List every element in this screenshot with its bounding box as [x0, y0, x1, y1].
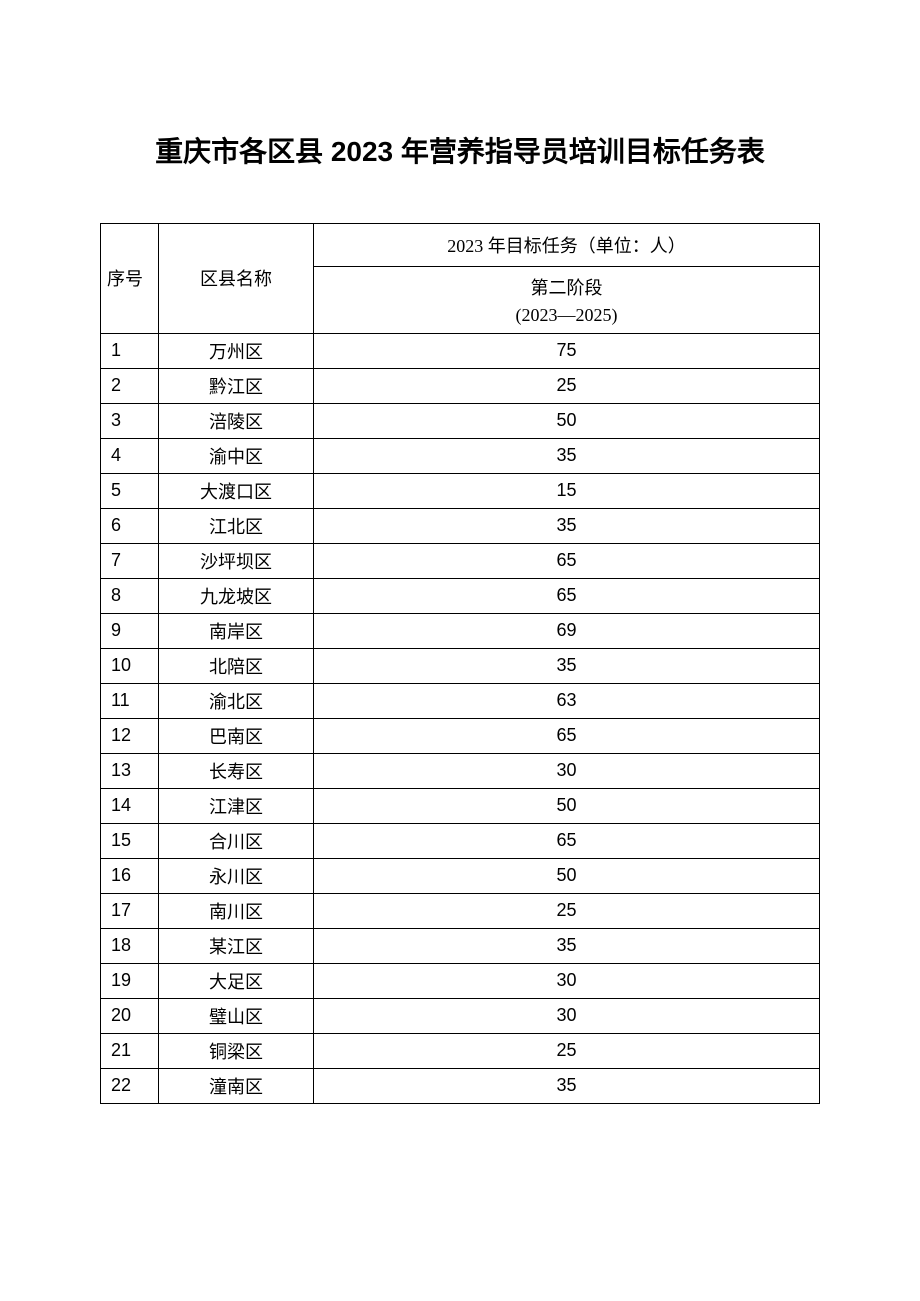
cell-name: 永川区 [159, 858, 314, 893]
table-row: 12巴南区65 [101, 718, 820, 753]
cell-name: 涪陵区 [159, 403, 314, 438]
cell-value: 35 [314, 438, 820, 473]
cell-value: 65 [314, 718, 820, 753]
cell-name: 南岸区 [159, 613, 314, 648]
cell-name: 长寿区 [159, 753, 314, 788]
cell-name: 铜梁区 [159, 1033, 314, 1068]
cell-name: 渝中区 [159, 438, 314, 473]
cell-seq: 9 [101, 613, 159, 648]
cell-seq: 17 [101, 893, 159, 928]
cell-seq: 1 [101, 333, 159, 368]
cell-seq: 15 [101, 823, 159, 858]
cell-seq: 16 [101, 858, 159, 893]
table-row: 15合川区65 [101, 823, 820, 858]
cell-name: 万州区 [159, 333, 314, 368]
header-phase-line2: (2023—2025) [516, 305, 618, 325]
cell-name: 北陪区 [159, 648, 314, 683]
cell-seq: 12 [101, 718, 159, 753]
header-phase: 第二阶段 (2023—2025) [314, 266, 820, 333]
cell-seq: 2 [101, 368, 159, 403]
cell-name: 渝北区 [159, 683, 314, 718]
header-task: 2023 年目标任务（单位：人） [314, 223, 820, 266]
header-name: 区县名称 [159, 223, 314, 333]
cell-name: 合川区 [159, 823, 314, 858]
cell-seq: 7 [101, 543, 159, 578]
table-row: 6江北区35 [101, 508, 820, 543]
cell-value: 35 [314, 1068, 820, 1103]
cell-value: 25 [314, 368, 820, 403]
cell-value: 65 [314, 543, 820, 578]
cell-value: 35 [314, 508, 820, 543]
cell-seq: 3 [101, 403, 159, 438]
table-row: 13长寿区30 [101, 753, 820, 788]
cell-name: 江北区 [159, 508, 314, 543]
cell-value: 63 [314, 683, 820, 718]
cell-value: 15 [314, 473, 820, 508]
cell-seq: 10 [101, 648, 159, 683]
cell-seq: 6 [101, 508, 159, 543]
cell-seq: 20 [101, 998, 159, 1033]
cell-name: 大渡口区 [159, 473, 314, 508]
table-row: 11渝北区63 [101, 683, 820, 718]
table-row: 18某江区35 [101, 928, 820, 963]
table-row: 20璧山区30 [101, 998, 820, 1033]
cell-seq: 4 [101, 438, 159, 473]
table-row: 5大渡口区15 [101, 473, 820, 508]
cell-name: 南川区 [159, 893, 314, 928]
cell-name: 沙坪坝区 [159, 543, 314, 578]
task-table: 序号 区县名称 2023 年目标任务（单位：人） 第二阶段 (2023—2025… [100, 223, 820, 1104]
cell-value: 65 [314, 823, 820, 858]
table-row: 21铜梁区25 [101, 1033, 820, 1068]
cell-seq: 8 [101, 578, 159, 613]
cell-value: 30 [314, 963, 820, 998]
table-row: 3涪陵区50 [101, 403, 820, 438]
cell-name: 璧山区 [159, 998, 314, 1033]
cell-value: 30 [314, 998, 820, 1033]
table-row: 22潼南区35 [101, 1068, 820, 1103]
cell-seq: 18 [101, 928, 159, 963]
table-row: 4渝中区35 [101, 438, 820, 473]
table-row: 19大足区30 [101, 963, 820, 998]
cell-value: 65 [314, 578, 820, 613]
cell-name: 黔江区 [159, 368, 314, 403]
cell-value: 25 [314, 893, 820, 928]
table-row: 16永川区50 [101, 858, 820, 893]
header-seq: 序号 [101, 223, 159, 333]
cell-value: 25 [314, 1033, 820, 1068]
cell-name: 某江区 [159, 928, 314, 963]
cell-name: 大足区 [159, 963, 314, 998]
table-row: 14江津区50 [101, 788, 820, 823]
cell-name: 九龙坡区 [159, 578, 314, 613]
cell-value: 50 [314, 403, 820, 438]
table-row: 9南岸区69 [101, 613, 820, 648]
cell-name: 巴南区 [159, 718, 314, 753]
table-row: 10北陪区35 [101, 648, 820, 683]
cell-seq: 14 [101, 788, 159, 823]
cell-value: 35 [314, 928, 820, 963]
table-row: 1万州区75 [101, 333, 820, 368]
cell-value: 50 [314, 858, 820, 893]
cell-value: 35 [314, 648, 820, 683]
cell-seq: 21 [101, 1033, 159, 1068]
table-body: 1万州区752黔江区253涪陵区504渝中区355大渡口区156江北区357沙坪… [101, 333, 820, 1103]
cell-value: 69 [314, 613, 820, 648]
cell-value: 50 [314, 788, 820, 823]
cell-value: 75 [314, 333, 820, 368]
table-row: 8九龙坡区65 [101, 578, 820, 613]
cell-seq: 19 [101, 963, 159, 998]
cell-seq: 13 [101, 753, 159, 788]
cell-name: 江津区 [159, 788, 314, 823]
cell-seq: 5 [101, 473, 159, 508]
table-row: 17南川区25 [101, 893, 820, 928]
cell-seq: 11 [101, 683, 159, 718]
table-row: 2黔江区25 [101, 368, 820, 403]
cell-value: 30 [314, 753, 820, 788]
table-row: 7沙坪坝区65 [101, 543, 820, 578]
cell-name: 潼南区 [159, 1068, 314, 1103]
page-title: 重庆市各区县 2023 年营养指导员培训目标任务表 [100, 130, 820, 175]
cell-seq: 22 [101, 1068, 159, 1103]
header-phase-line1: 第二阶段 [531, 278, 603, 298]
